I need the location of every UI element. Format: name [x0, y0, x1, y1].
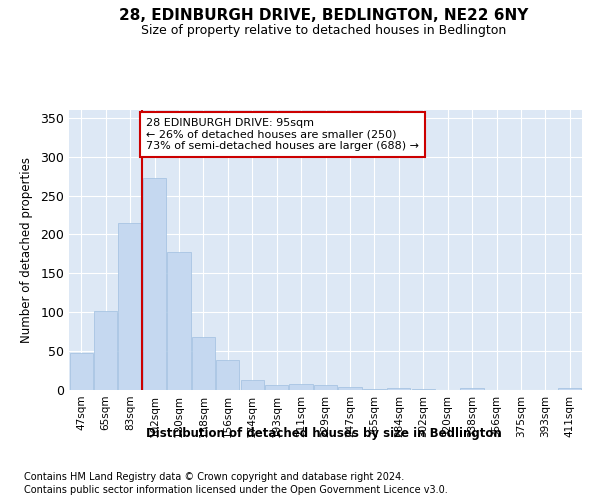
Bar [216, 360, 239, 390]
Bar [289, 384, 313, 390]
Bar [167, 252, 191, 390]
Text: 28, EDINBURGH DRIVE, BEDLINGTON, NE22 6NY: 28, EDINBURGH DRIVE, BEDLINGTON, NE22 6N… [119, 8, 529, 22]
Y-axis label: Number of detached properties: Number of detached properties [20, 157, 34, 343]
Text: Size of property relative to detached houses in Bedlington: Size of property relative to detached ho… [142, 24, 506, 37]
Bar [558, 388, 581, 390]
Bar [118, 223, 142, 390]
Bar [265, 386, 288, 390]
Bar [241, 380, 264, 390]
Text: Distribution of detached houses by size in Bedlington: Distribution of detached houses by size … [146, 428, 502, 440]
Text: 28 EDINBURGH DRIVE: 95sqm
← 26% of detached houses are smaller (250)
73% of semi: 28 EDINBURGH DRIVE: 95sqm ← 26% of detac… [146, 118, 419, 151]
Bar [314, 384, 337, 390]
Bar [94, 310, 117, 390]
Text: Contains public sector information licensed under the Open Government Licence v3: Contains public sector information licen… [24, 485, 448, 495]
Bar [387, 388, 410, 390]
Bar [143, 178, 166, 390]
Bar [338, 387, 362, 390]
Text: Contains HM Land Registry data © Crown copyright and database right 2024.: Contains HM Land Registry data © Crown c… [24, 472, 404, 482]
Bar [192, 337, 215, 390]
Bar [412, 389, 435, 390]
Bar [70, 352, 93, 390]
Bar [363, 389, 386, 390]
Bar [460, 388, 484, 390]
